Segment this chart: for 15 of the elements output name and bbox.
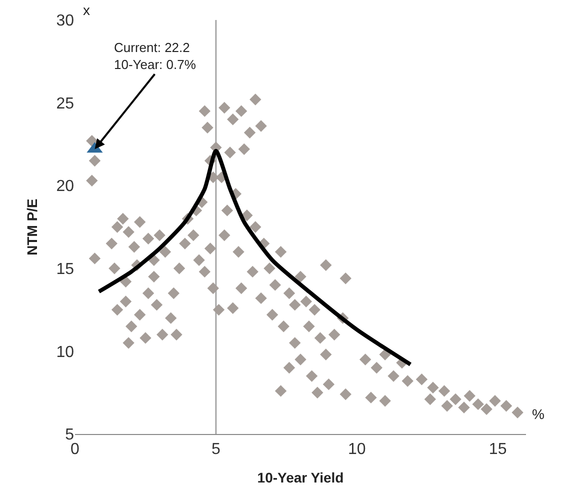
annotation: Current: 22.2 10-Year: 0.7%: [114, 40, 196, 72]
y-tick-label: 25: [56, 95, 74, 112]
y-tick-label: 20: [56, 178, 74, 196]
y-tick-label: 30: [56, 12, 74, 30]
text: x: [83, 2, 90, 18]
x-axis-title: 10-Year Yield: [257, 470, 344, 486]
y-tick-label: 10: [56, 344, 74, 361]
x-tick-label: 10: [348, 441, 366, 458]
y-axis-title: NTM P/E: [24, 198, 40, 256]
y-tick-label: 5: [65, 426, 74, 444]
y-tick-label: 15: [56, 261, 74, 278]
x-tick-label: 0: [70, 441, 80, 458]
x-tick-label: 15: [488, 441, 507, 458]
x-tick-label: 5: [211, 441, 220, 458]
text: %: [532, 406, 544, 422]
